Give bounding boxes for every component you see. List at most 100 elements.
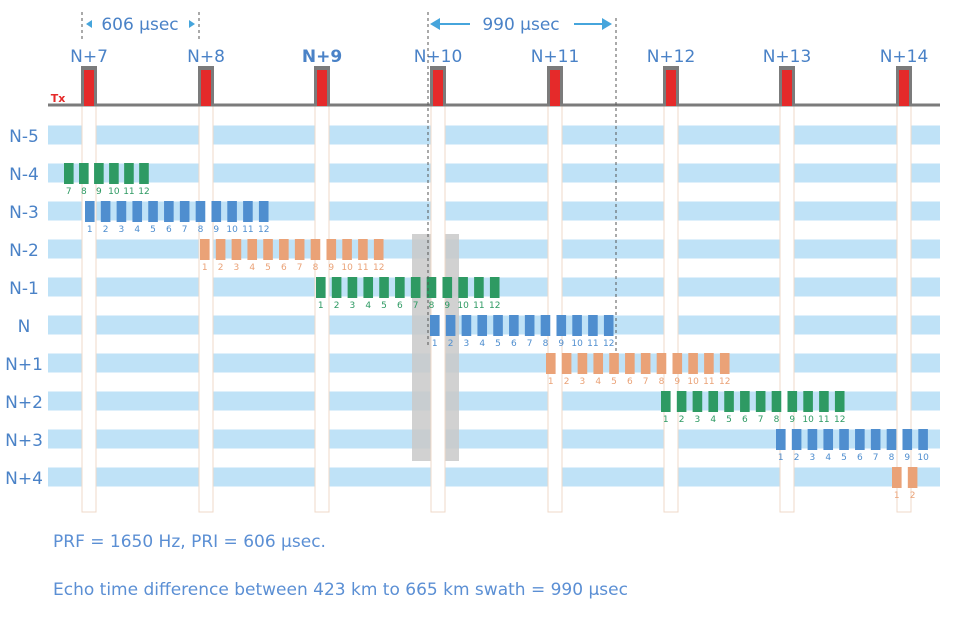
row-label: N+3	[5, 431, 43, 451]
pri-arrow-right-icon	[189, 20, 195, 28]
echo-sample-label: 4	[249, 263, 255, 273]
pulse-column	[198, 105, 214, 513]
echo-sample-bar	[724, 391, 734, 412]
echo-sample-label: 2	[794, 453, 800, 463]
echo-sample-label: 6	[166, 225, 172, 235]
tx-pulse	[317, 70, 327, 106]
echo-sample-bar	[148, 201, 158, 222]
echo-sample-label: 12	[489, 301, 500, 311]
row-band	[48, 163, 940, 183]
echo-sample-label: 12	[834, 415, 845, 425]
echo-sample-label: 12	[719, 377, 730, 387]
tx-pulse	[201, 70, 211, 106]
echo-sample-label: 2	[448, 339, 454, 349]
echo-sample-bar	[379, 277, 389, 298]
echo-sample-bar	[94, 163, 104, 184]
echo-sample-label: 5	[841, 453, 847, 463]
echo-sample-label: 1	[432, 339, 438, 349]
echo-sample-bar	[263, 239, 273, 260]
echo-sample-label: 6	[627, 377, 633, 387]
echo-sample-bar	[477, 315, 488, 336]
pulse-label: N+11	[531, 47, 580, 67]
echo-sample-label: 5	[726, 415, 732, 425]
echo-sample-label: 1	[894, 491, 900, 501]
echo-sample-bar	[243, 201, 253, 222]
echo-sample-label: 1	[778, 453, 784, 463]
echo-sample-bar	[661, 391, 671, 412]
echo-sample-label: 9	[213, 225, 219, 235]
echo-sample-label: 6	[857, 453, 863, 463]
pulse-label: N+14	[880, 47, 929, 67]
echo-sample-bar	[656, 353, 667, 374]
echo-sample-label: 9	[328, 263, 334, 273]
echo-sample-bar	[195, 201, 206, 222]
echo-sample-bar	[719, 353, 730, 374]
echo-sample-label: 7	[758, 415, 764, 425]
echo-sample-bar	[200, 239, 210, 260]
echo-sample-label: 4	[710, 415, 716, 425]
echo-sample-label: 9	[96, 187, 102, 197]
pulse-label: N+9	[302, 47, 342, 67]
echo-sample-label: 11	[242, 225, 253, 235]
echo-sample-label: 10	[457, 301, 469, 311]
echo-sample-label: 8	[659, 377, 665, 387]
echo-sample-label: 5	[495, 339, 501, 349]
echo-sample-label: 9	[789, 415, 795, 425]
echo-sample-bar	[316, 277, 326, 298]
echo-sample-label: 6	[281, 263, 287, 273]
row-band	[48, 125, 940, 145]
echo-sample-bar	[442, 277, 453, 298]
tx-pulse	[782, 70, 792, 106]
echo-sample-bar	[247, 239, 258, 260]
echo-sample-label: 2	[103, 225, 109, 235]
echo-sample-bar	[124, 163, 134, 184]
echo-sample-bar	[294, 239, 305, 260]
echo-sample-label: 7	[297, 263, 303, 273]
echo-sample-label: 5	[265, 263, 271, 273]
echo-sample-label: 9	[558, 339, 564, 349]
echo-sample-bar	[540, 315, 551, 336]
echo-sample-label: 8	[774, 415, 780, 425]
echo-sample-bar	[902, 429, 913, 450]
echo-sample-bar	[489, 277, 500, 298]
row-label: N	[18, 317, 31, 337]
echo-sample-bar	[625, 353, 635, 374]
row-band	[48, 201, 940, 221]
echo-sample-label: 9	[674, 377, 680, 387]
echo-sample-bar	[211, 201, 222, 222]
tx-pulse	[899, 70, 909, 106]
echo-sample-label: 1	[548, 377, 554, 387]
echo-sample-label: 2	[218, 263, 224, 273]
echo-sample-label: 6	[742, 415, 748, 425]
echo-sample-bar	[593, 353, 604, 374]
echo-sample-bar	[331, 277, 342, 298]
echo-sample-bar	[556, 315, 567, 336]
echo-sample-label: 12	[373, 263, 384, 273]
echo-sample-bar	[326, 239, 337, 260]
echo-time-caption: Echo time difference between 423 km to 6…	[53, 580, 628, 600]
pulse-label: N+10	[414, 47, 463, 67]
echo-sample-bar	[755, 391, 766, 412]
echo-sample-label: 5	[150, 225, 156, 235]
echo-sample-label: 7	[66, 187, 72, 197]
echo-sample-bar	[640, 353, 651, 374]
pulse-label: N+7	[70, 47, 108, 67]
echo-sample-bar	[870, 429, 881, 450]
echo-sample-bar	[676, 391, 687, 412]
echo-sample-label: 3	[695, 415, 701, 425]
row-label: N+4	[5, 469, 43, 489]
echo-sample-bar	[692, 391, 703, 412]
echo-sample-label: 1	[318, 301, 324, 311]
pri-annotation: 606 μsec	[101, 15, 178, 35]
echo-sample-label: 7	[527, 339, 533, 349]
echo-sample-label: 12	[603, 339, 614, 349]
echo-sample-bar	[116, 201, 127, 222]
pulse-column	[779, 105, 795, 513]
echo-sample-bar	[907, 467, 918, 488]
row-label: N-4	[9, 165, 39, 185]
echo-sample-label: 1	[87, 225, 93, 235]
echo-sample-bar	[688, 353, 698, 374]
echo-sample-label: 3	[350, 301, 356, 311]
echo-sample-label: 11	[703, 377, 714, 387]
echo-sample-label: 5	[381, 301, 387, 311]
